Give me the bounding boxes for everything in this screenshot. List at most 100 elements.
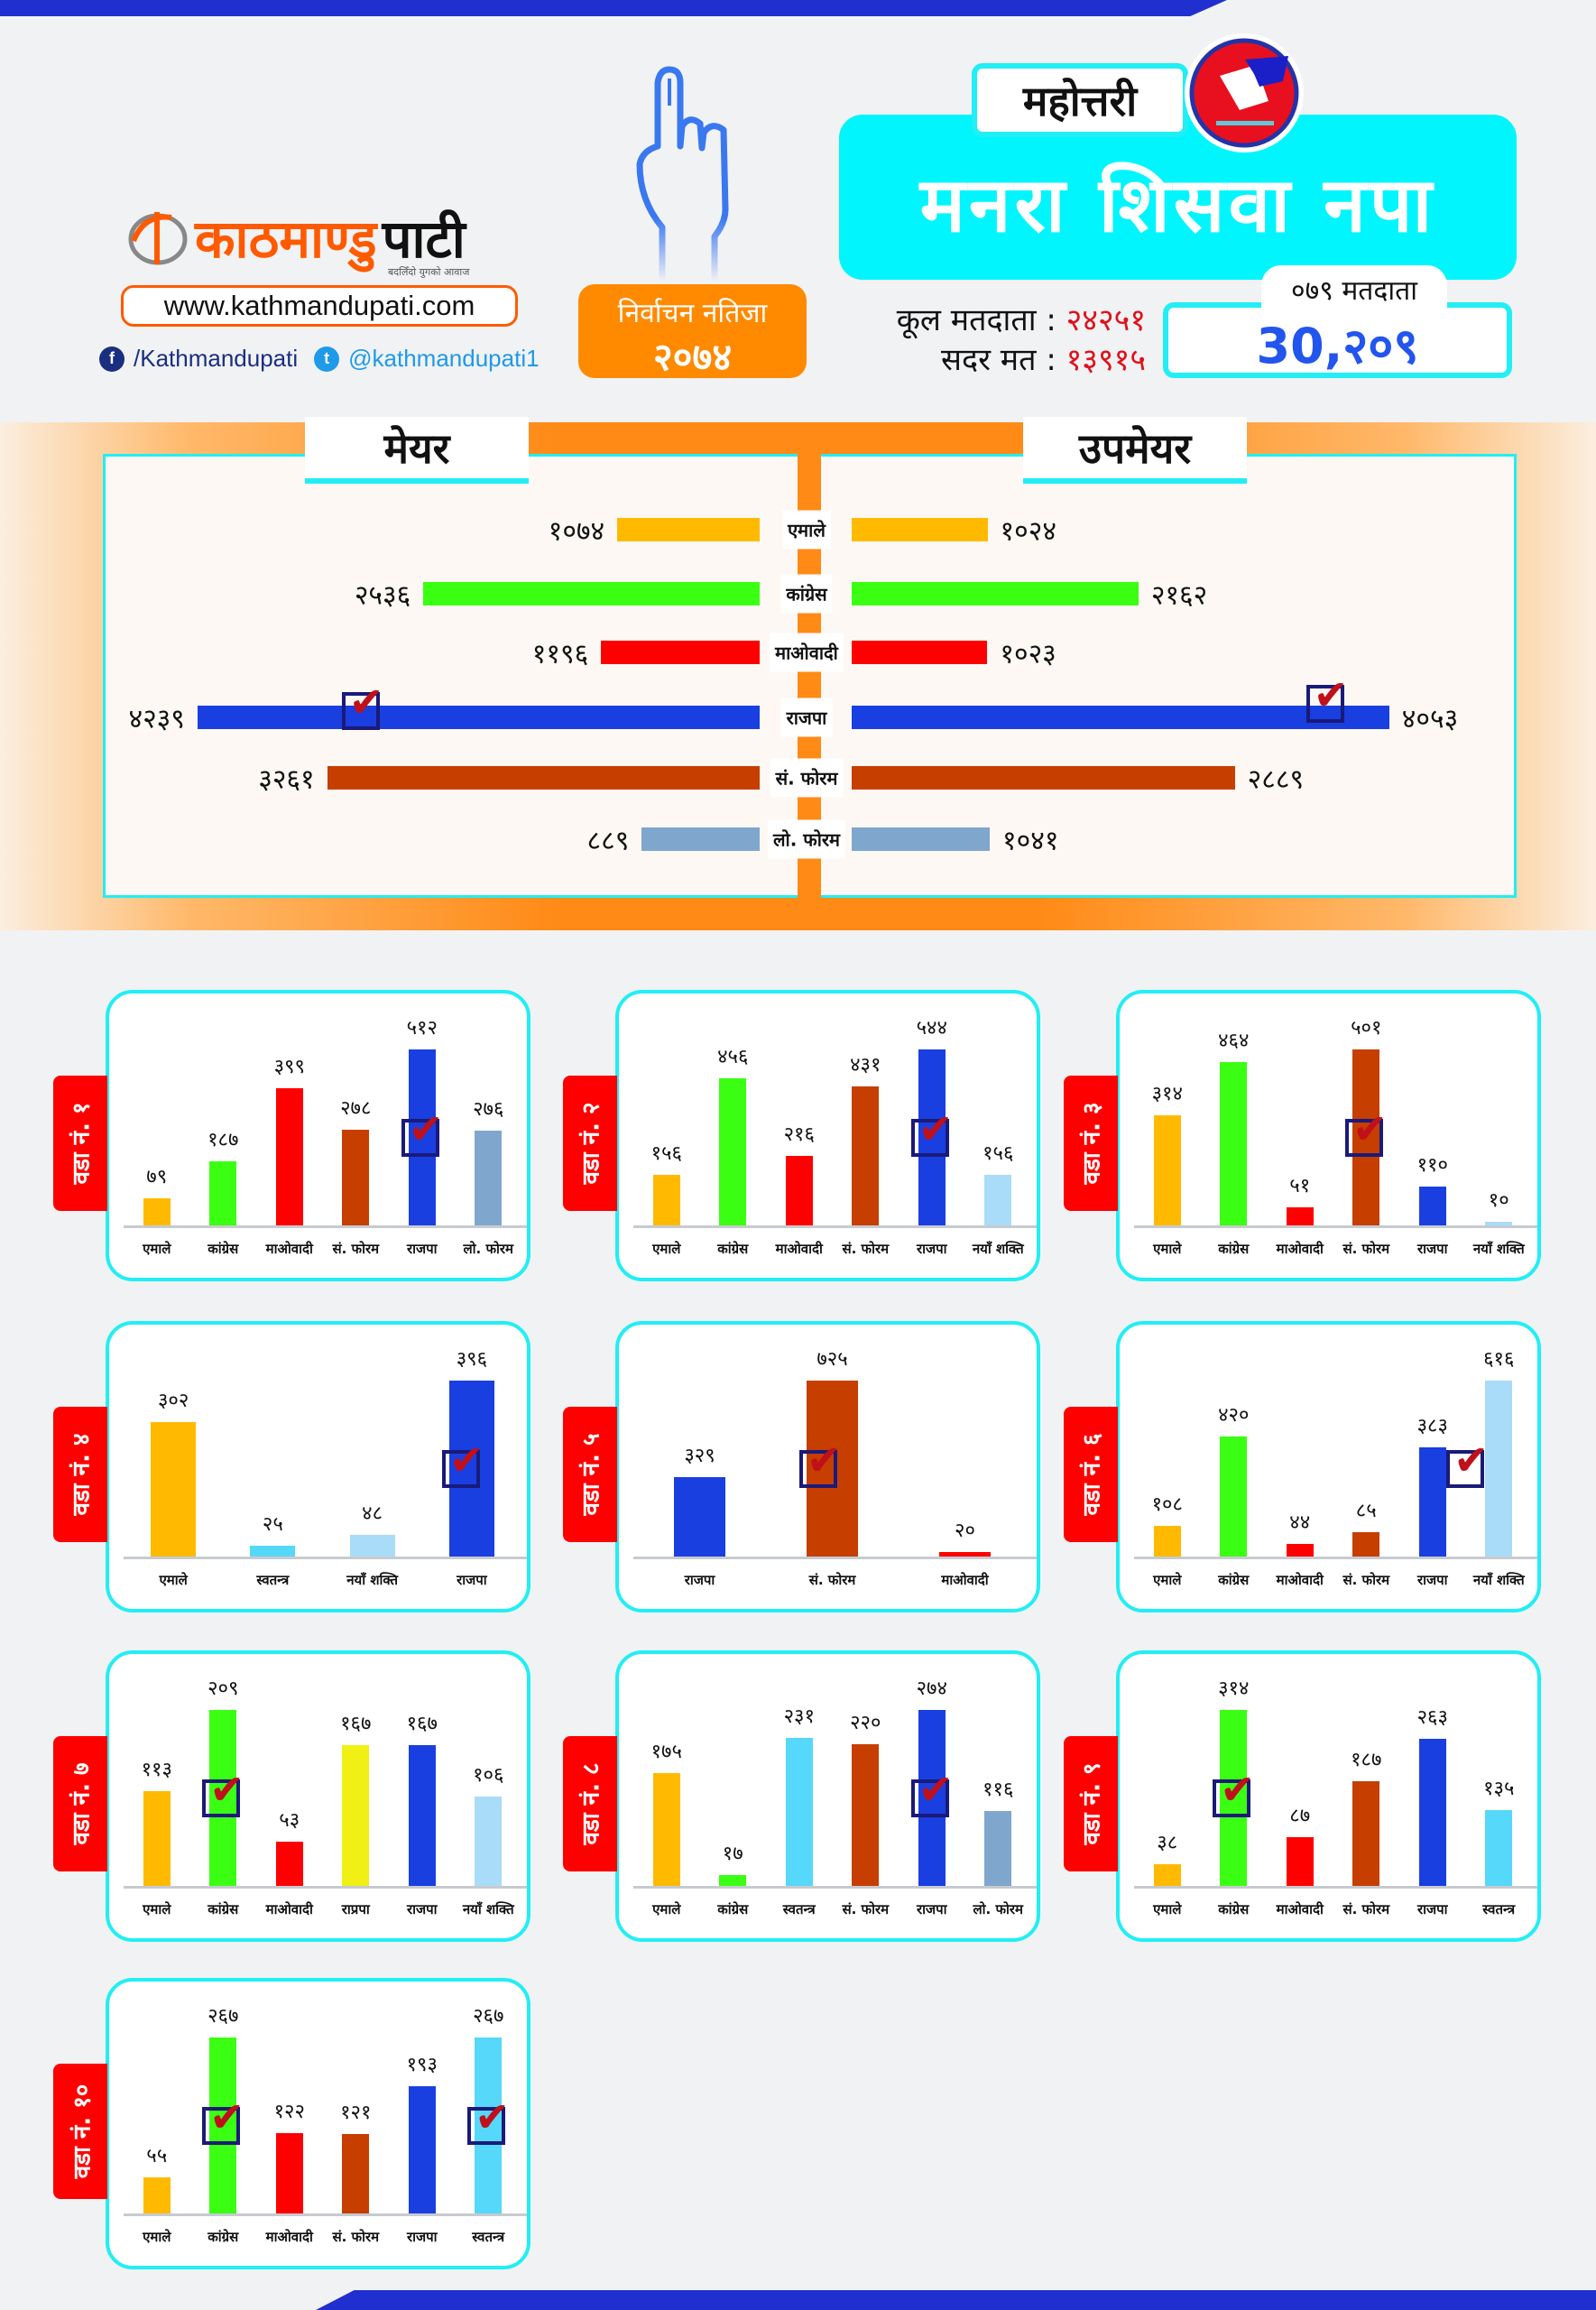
ward-bar [1418,1446,1446,1557]
ward-bar [852,1744,880,1886]
mayor-bar [197,706,760,729]
winner-check-icon: ✔ [202,2096,244,2146]
ward-bar [1485,1222,1513,1225]
voting-finger-icon [636,66,729,282]
bar-value-label: ११३ [141,1758,172,1781]
ward-bar [1286,1836,1314,1886]
ward-card [615,1650,1040,1942]
ward-bar [1286,1207,1314,1225]
website-link[interactable]: www.kathmandupati.com [121,285,518,327]
ward-bar [984,1175,1012,1225]
bar-value-label: २०९ [208,1677,239,1700]
bar-value-label: २७६ [473,1097,504,1121]
mayor-value: ३२६१ [258,763,315,796]
party-tick-label: एमाले [652,1241,681,1257]
x-axis-line [633,1557,1037,1559]
bar-value-label: १८७ [1351,1748,1382,1771]
ward-bar [785,1155,813,1225]
party-tick-label: राजपा [1416,1241,1448,1257]
bar-value-label: ३८३ [1416,1414,1448,1437]
bar-value-label: १७५ [650,1741,682,1764]
ward-label: वडा नं. ७ [69,1762,96,1845]
bar-value-label: ७२५ [816,1348,848,1371]
ward-bar [918,1049,946,1225]
bar-value-label: ३८ [1157,1832,1178,1855]
party-tick-label: कांग्रेस [208,1241,239,1257]
ward-bar [151,1422,197,1557]
bar-value-label: १९३ [406,2054,438,2077]
ward-label: वडा नं. १ [69,1102,96,1185]
winner-check-icon: ✔ [401,1108,443,1158]
party-tick-label: सं. फोरम [1342,1241,1390,1257]
ward-bar [408,1049,436,1225]
ward-bar [342,1130,370,1225]
voter-stats: कूल मतदाता : २४२५१ सदर मत : १३९१५ [812,300,1146,380]
party-tick-label: एमाले [1153,1901,1182,1917]
ward-label: वडा नं. ९ [1079,1762,1106,1845]
party-tick-label: माओवादी [1276,1241,1324,1257]
checkmark-icon: ✔ [209,2093,244,2142]
deputy-bar [852,582,1139,605]
logo-tagline: बदलिँदो युगको आवाज [388,266,470,278]
checkmark-icon: ✔ [448,1436,484,1485]
ward-bar [408,1745,436,1886]
deputy-bar [852,766,1235,790]
bar-value-label: ३०२ [157,1390,189,1413]
ward-bar [1220,1062,1248,1225]
winner-check-icon: ✔ [467,2096,510,2146]
ward-bar [275,1088,303,1225]
ward-bar [674,1476,725,1557]
bar-value-label: १८७ [208,1128,239,1151]
party-tick-label: राजपा [916,1241,947,1257]
ward-bar [807,1381,858,1557]
party-tick-label: राजपा [406,2229,438,2245]
ward-bar [785,1737,813,1886]
social-links: f /Kathmandupati t @kathmandupati1 [99,345,540,373]
ward-card [1116,990,1541,1281]
bar-value-label: २३१ [783,1705,815,1728]
badge-title: निर्वाचन नतिजा [617,298,768,329]
ward-bar [1485,1810,1513,1886]
mayor-bar [327,766,760,790]
bar-value-label: २६३ [1416,1705,1448,1729]
badge-year: २०७४ [652,335,733,379]
party-tick-label: सं. फोरम [842,1241,890,1257]
ward-bar [342,1745,370,1886]
mayor-bar [617,518,760,541]
mayor-bar [641,827,760,851]
bar-value-label: ५५ [146,2144,168,2167]
valid-votes-label: सदर मत : [941,342,1056,378]
logo-text-orange: काठमाण्डु [195,208,377,270]
ward-bar [1352,1049,1380,1225]
ward-label: वडा नं. १० [69,2084,96,2179]
party-tick-label: माओवादी [265,2229,313,2245]
ward-card [615,990,1040,1281]
x-axis-line [124,2213,527,2216]
x-axis-line [1134,1886,1537,1889]
winner-check-icon: ✔ [341,681,383,730]
deputy-bar [852,827,991,851]
ward-label-tab: वडा नं. ९ [1064,1736,1118,1871]
ward-bar [1485,1381,1513,1557]
bar-value-label: ४८ [362,1502,383,1526]
party-tick-label: एमाले [1153,1241,1182,1257]
winner-check-icon: ✔ [910,1769,953,1818]
total-voters-label: कूल मतदाता : [896,302,1056,338]
bar-value-label: ११६ [983,1779,1014,1802]
party-tick-label: कांग्रेस [1218,1572,1250,1588]
party-label: सं. फोरम [770,758,844,798]
party-label: लो. फोरम [767,819,846,859]
bar-value-label: ३१४ [1218,1677,1250,1700]
ward-label-tab: वडा नं. ७ [53,1736,107,1871]
twitter-link[interactable]: @kathmandupati1 [348,345,540,372]
party-tick-label: लो. फोरम [463,1241,514,1257]
deputy-value: १०४१ [1002,825,1059,857]
ward-bar [1220,1437,1248,1557]
ward-label-tab: वडा नं. ३ [1064,1076,1118,1211]
bar-value-label: १०८ [1151,1492,1183,1516]
party-tick-label: राजपा [1416,1901,1448,1917]
district-name: महोत्तरी [972,63,1188,137]
bottom-stripe [316,2290,1596,2310]
facebook-link[interactable]: /Kathmandupati [134,345,299,372]
bar-value-label: १३५ [1483,1778,1515,1801]
